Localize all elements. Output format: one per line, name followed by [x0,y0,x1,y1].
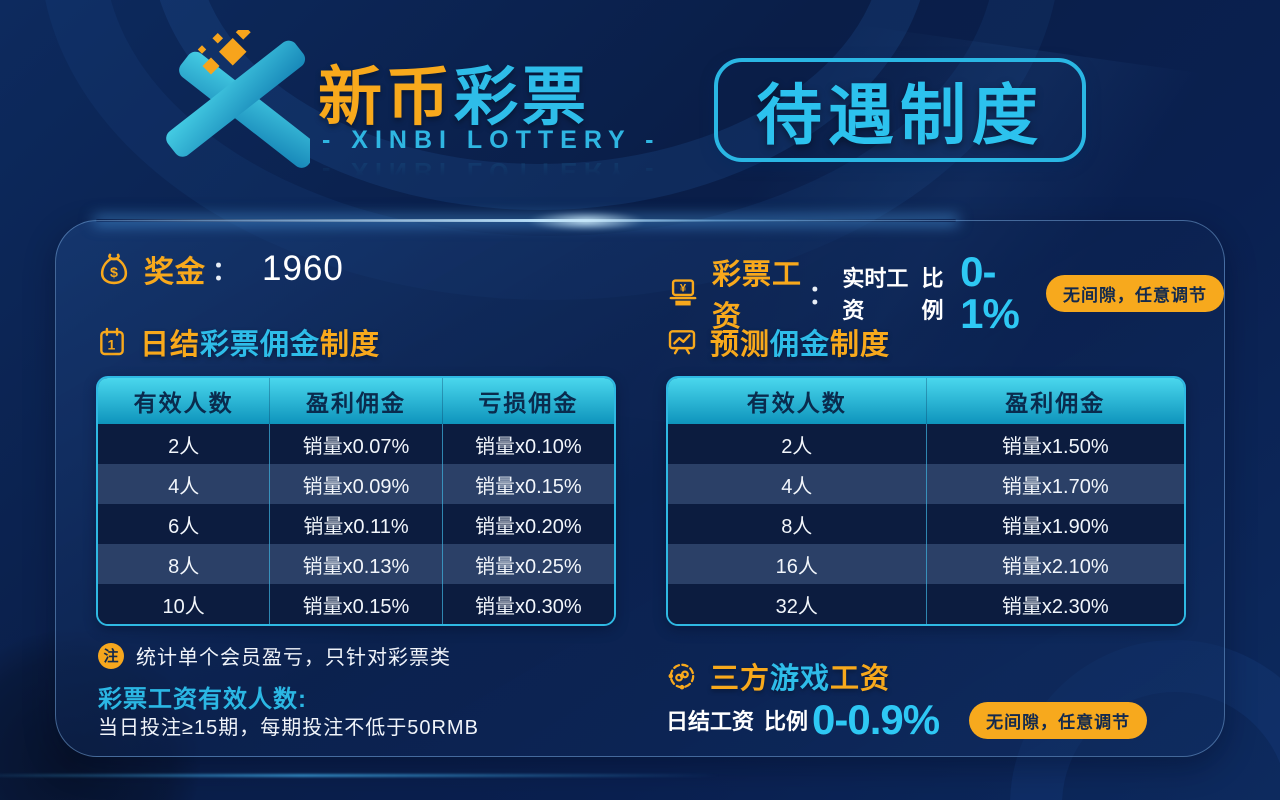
heading-part: 制度 [830,329,891,361]
table-row: 8人 销量x0.13% 销量x0.25% [98,544,614,584]
predict-commission-heading: 预测佣金制度 [666,321,890,363]
note-text: 统计单个会员盈亏，只针对彩票类 [136,647,451,669]
table-cell: 4人 [668,464,927,504]
third-party-heading: 三方游戏工资 [666,655,890,697]
heading-part: 游戏 [770,663,831,695]
cash-printer-icon: ¥ [669,279,697,306]
salary-label: 彩票工资 [712,259,803,333]
table-header-row: 有效人数 盈利佣金 亏损佣金 [98,378,614,424]
background-glow-line [0,774,720,777]
valid-people-title: 彩票工资有效人数: [98,686,307,713]
table-cell: 销量x2.10% [1001,555,1109,578]
table-row: 6人 销量x0.11% 销量x0.20% [98,504,614,544]
title-badge: 待遇制度 [714,58,1086,162]
table-cell: 4人 [98,464,271,504]
table-header-cell: 有效人数 [668,378,927,424]
table-cell: 销量x0.25% [474,555,582,578]
note-row: 注 统计单个会员盈亏，只针对彩票类 [98,641,451,670]
table-cell: 16人 [668,544,927,584]
table-cell: 销量x0.07% [270,424,443,464]
third-ratio-value: 0-0.9% [812,696,940,743]
heading-part: 制度 [320,329,381,361]
heading-part: 预测 [710,329,771,361]
table-header-cell: 亏损佣金 [478,390,579,416]
salary-ratio-value: 0-1% [960,248,1020,337]
third-badge: 无间隙，任意调节 [969,701,1148,739]
salary-realtime: 实时工资 [842,266,909,323]
brand-name-en-reflection: - XINBI LOTTERY - [322,157,661,185]
svg-text:¥: ¥ [680,283,687,295]
table-row: 32人 销量x2.30% [668,584,1184,624]
table-row: 4人 销量x1.70% [668,464,1184,504]
salary-ratio-label: 比例 [921,266,944,323]
third-daily-label: 日结工资 [666,709,755,734]
table-body: 2人 销量x1.50% 4人 销量x1.70% 8人 销量x1.90% 16人 销量x2.10… [668,424,1184,624]
chart-board-icon [668,330,696,355]
heading-part: 工资 [830,663,891,695]
valid-people-desc: 当日投注≥15期，每期投注不低于50RMB [98,717,479,739]
table-cell: 10人 [98,584,271,624]
brand-name: 新币彩票 [318,46,590,138]
table-cell: 6人 [98,504,271,544]
predict-commission-table: 有效人数 盈利佣金 2人 销量x1.50% 4人 销量x1.70% 8人 销量x1.90% 1… [666,376,1186,626]
table-cell: 销量x1.70% [1001,475,1109,498]
svg-text:$: $ [110,265,118,281]
lottery-salary-row: ¥ 彩票工资 ： 实时工资 比例 0-1% 无间隙，任意调节 [666,248,1225,337]
table-cell: 销量x0.09% [270,464,443,504]
x-ribbon-icon [166,30,310,168]
table-cell: 销量x0.30% [474,595,582,618]
panel-top-flare [526,211,646,231]
table-header-cell: 盈利佣金 [1005,390,1106,416]
table-cell: 销量x0.10% [474,435,582,458]
table-row: 4人 销量x0.09% 销量x0.15% [98,464,614,504]
table-cell: 销量x1.50% [1001,435,1109,458]
heading-part: 三方 [710,663,771,695]
table-cell: 8人 [668,504,927,544]
heading-part: 彩票佣金 [200,329,321,361]
table-cell: 销量x0.15% [270,584,443,624]
third-party-salary-row: 日结工资 比例 0-0.9% 无间隙，任意调节 [666,696,1148,743]
table-cell: 2人 [668,424,927,464]
table-header-cell: 盈利佣金 [270,378,443,424]
bonus-label: 奖金 [144,256,206,289]
table-row: 2人 销量x1.50% [668,424,1184,464]
note-circle-icon: 注 [98,642,124,669]
brand-name-part1: 新币 [318,61,454,133]
bonus-row: $ 奖金 ： 1960 [96,247,344,291]
table-cell: 销量x0.11% [270,504,443,544]
brand-logo: 新币彩票 - XINBI LOTTERY - - XINBI LOTTERY - [160,28,660,188]
brand-name-en: - XINBI LOTTERY - [322,126,661,154]
money-bag-icon: $ [100,253,128,285]
table-cell: 销量x0.13% [270,544,443,584]
table-cell: 销量x1.90% [1001,515,1109,538]
heading-part: 佣金 [770,329,831,361]
daily-commission-table: 有效人数 盈利佣金 亏损佣金 2人 销量x0.07% 销量x0.10% 4人 销量x0.09… [96,376,616,626]
table-cell: 32人 [668,584,927,624]
salary-colon: ： [808,279,835,310]
table-header-row: 有效人数 盈利佣金 [668,378,1184,424]
heading-part: 日结 [140,329,201,361]
table-row: 10人 销量x0.15% 销量x0.30% [98,584,614,624]
share-network-icon [668,663,695,690]
table-body: 2人 销量x0.07% 销量x0.10% 4人 销量x0.09% 销量x0.15% 6人 销量… [98,424,614,624]
third-ratio-label: 比例 [764,709,809,734]
daily-commission-heading: 1 日结彩票佣金制度 [96,321,380,363]
table-cell: 8人 [98,544,271,584]
calendar-icon: 1 [100,327,124,356]
bonus-value: 1960 [262,249,344,288]
svg-text:1: 1 [107,336,116,352]
table-row: 8人 销量x1.90% [668,504,1184,544]
table-header-cell: 有效人数 [98,378,271,424]
table-cell: 销量x0.15% [474,475,582,498]
table-cell: 销量x2.30% [1001,595,1109,618]
table-cell: 2人 [98,424,271,464]
salary-badge: 无间隙，任意调节 [1046,274,1225,312]
table-cell: 销量x0.20% [474,515,582,538]
bonus-colon: ： [212,255,239,286]
main-panel: $ 奖金 ： 1960 1 日结彩票佣金制度 有效人数 盈利佣金 亏损佣金 2人 销量… [55,211,1225,757]
brand-name-part2: 彩票 [454,61,590,133]
table-row: 2人 销量x0.07% 销量x0.10% [98,424,614,464]
table-row: 16人 销量x2.10% [668,544,1184,584]
